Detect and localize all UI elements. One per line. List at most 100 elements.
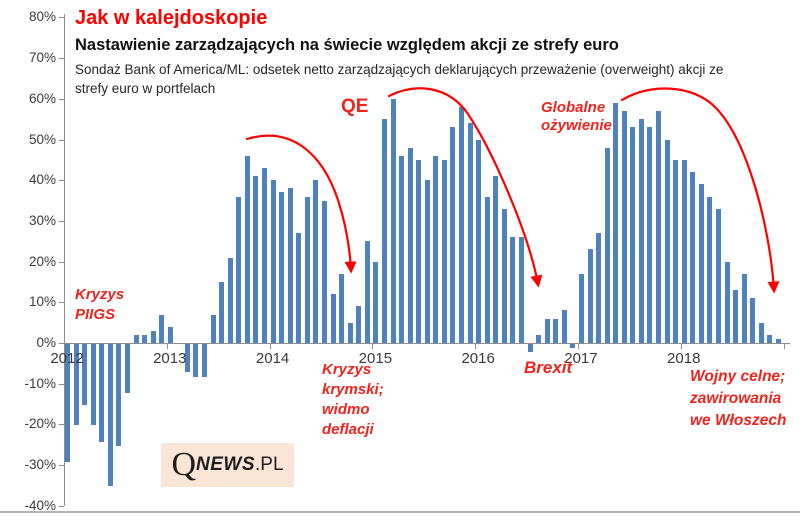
qnews-logo-pl: .PL: [255, 454, 284, 475]
chart-title: Jak w kalejdoskopie: [75, 7, 268, 29]
y-axis-tick: [59, 58, 64, 60]
chart-source-note: Sondaż Bank of America/ML: odsetek netto…: [75, 62, 724, 96]
chart-bar: [381, 119, 387, 343]
chart-bar: [698, 184, 704, 343]
chart-bar: [724, 261, 730, 343]
y-axis-label: 30%: [28, 212, 56, 228]
x-axis-year-label: 2012: [50, 350, 84, 367]
y-axis-tick: [59, 383, 64, 385]
chart-bar: [210, 314, 216, 343]
x-axis-tick: [372, 344, 374, 349]
chart-bar: [65, 344, 70, 462]
chart-bar: [741, 273, 747, 343]
annotation-kryzys-piigs: Kryzys PIIGS: [75, 286, 125, 323]
x-axis-year-label: 2018: [667, 350, 701, 367]
chart-bar: [587, 249, 593, 343]
chart-bar: [356, 306, 362, 343]
y-axis-line: [64, 14, 65, 506]
chart-bar: [124, 344, 130, 393]
chart-bar: [518, 237, 524, 343]
x-axis-year-label: 2014: [255, 350, 290, 367]
x-axis-tick: [783, 344, 785, 349]
chart-bar: [484, 196, 490, 343]
x-axis-year-label: 2015: [358, 350, 393, 367]
chart-bar: [707, 196, 713, 343]
chart-bar: [630, 127, 636, 343]
chart-bar: [613, 102, 619, 343]
chart-bar: [82, 344, 88, 406]
chart-bar: [621, 111, 627, 343]
chart-bar: [227, 257, 233, 343]
qnews-logo-news: NEWS: [196, 454, 256, 475]
chart-bar: [159, 314, 165, 343]
chart-bar: [656, 111, 662, 343]
chart-bar: [493, 176, 499, 343]
x-axis-year-label: 2017: [564, 350, 598, 367]
qnews-logo-q: Q: [171, 446, 197, 483]
chart-bar: [527, 344, 533, 353]
chart-bar: [459, 106, 465, 343]
chart-bar: [450, 127, 456, 343]
chart-bar: [262, 168, 268, 343]
y-axis-label: -30%: [24, 457, 56, 473]
y-axis-tick: [59, 261, 64, 263]
chart-bar: [690, 172, 696, 343]
chart-bar: [99, 344, 105, 442]
annotation-globalne-ozywienie: Globalne ożywienie: [541, 99, 612, 134]
y-axis-label: 60%: [28, 90, 56, 106]
chart-bar: [193, 344, 199, 377]
chart-bar: [407, 147, 413, 343]
chart-bar: [467, 123, 473, 343]
y-axis-tick: [59, 302, 64, 304]
chart-bar: [142, 334, 148, 343]
chart-bar: [638, 119, 644, 343]
chart-bar: [390, 98, 396, 343]
y-axis-tick: [59, 465, 64, 467]
y-axis-tick: [59, 505, 64, 507]
x-axis-year-label: 2013: [153, 350, 187, 367]
chart-bar: [596, 233, 602, 343]
chart-bar: [202, 344, 208, 377]
chart-bar: [510, 237, 516, 343]
chart-bar: [673, 159, 679, 343]
chart-bar: [433, 155, 439, 343]
chart-bar: [647, 127, 653, 343]
y-axis-tick: [59, 343, 64, 344]
chart-bar: [373, 261, 379, 343]
x-axis-tick: [269, 344, 271, 349]
chart-bar: [279, 192, 285, 343]
x-axis-tick: [475, 344, 477, 349]
chart-bar: [330, 294, 336, 343]
chart-bar: [767, 334, 773, 343]
y-axis-label: 80%: [28, 9, 56, 25]
y-axis-label: 40%: [28, 172, 56, 188]
chart-bar: [561, 310, 567, 343]
chart-bar: [321, 200, 327, 343]
chart-bar: [313, 180, 319, 343]
chart-bar: [184, 344, 190, 373]
y-axis-label: 50%: [28, 131, 56, 147]
chart-bar: [681, 159, 687, 343]
chart-bar: [733, 290, 739, 343]
chart-bar: [775, 338, 781, 343]
chart-bar: [244, 155, 250, 343]
chart-bar: [73, 344, 79, 426]
chart-bar: [441, 159, 447, 343]
y-axis-tick: [59, 220, 64, 222]
chart-bar: [716, 208, 722, 343]
chart-bar: [270, 180, 276, 343]
annotation-qe: QE: [341, 96, 369, 117]
y-axis-label: 10%: [28, 294, 56, 310]
chart-subtitle: Nastawienie zarządzających na świecie wz…: [75, 36, 619, 54]
annotation-kryzys-krymski: Kryzys krymski; widmo deflacji: [322, 361, 384, 438]
y-axis-label: 20%: [28, 253, 56, 269]
y-axis-label: 70%: [28, 50, 56, 66]
chart-bar: [501, 208, 507, 343]
chart-bar: [758, 322, 764, 343]
chart-bar: [544, 318, 550, 343]
x-axis-tick: [680, 344, 682, 349]
chart-bar: [219, 281, 225, 343]
x-axis-tick: [64, 344, 65, 349]
y-axis-tick: [59, 17, 64, 19]
